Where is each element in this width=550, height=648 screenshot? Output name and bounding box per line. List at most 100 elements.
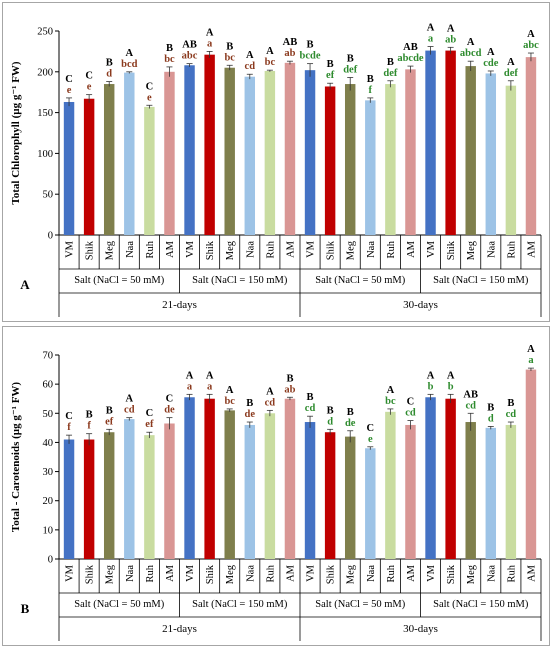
chart0-significance-lower: e [147, 92, 152, 103]
chart0-significance-lower: bc [164, 54, 175, 65]
chart1-significance-lower: cd [405, 408, 416, 419]
chart0-category-label: Ruh [265, 240, 276, 258]
chart0-significance-lower: e [67, 85, 72, 96]
chart1-significance-upper: B [487, 402, 494, 413]
chart1-significance-lower: de [164, 405, 175, 416]
chart1-panel-label: B [21, 601, 30, 616]
chart0-category-label: VM [306, 240, 317, 258]
chart1-bar [224, 410, 235, 559]
chart1-bar [385, 411, 396, 559]
chart1-significance-lower: ef [145, 419, 154, 430]
chart1-category-label: VM [306, 564, 317, 582]
chart0-significance-upper: C [146, 81, 154, 92]
chart1-category-label: AM [285, 564, 296, 582]
chart1-category-label: Naa [125, 565, 136, 582]
chart0-y-axis-label: Total Chlorophyll (µg g⁻¹ FW) [10, 61, 22, 205]
chart1-bar [124, 419, 135, 559]
chart0-category-label: AM [165, 240, 176, 258]
chart1-significance-lower: bc [224, 396, 235, 407]
chart1-significance-upper: C [166, 394, 174, 405]
chart0-bar [445, 50, 456, 235]
chart0-bar [264, 70, 276, 235]
chart1-significance-upper: A [427, 370, 435, 381]
chart0-significance-upper: B [327, 59, 334, 70]
chart0-bar [184, 65, 195, 235]
chart0-significance-upper: AB [403, 42, 418, 53]
chart0-category-label: Ruh [506, 240, 517, 258]
chart1-significance-lower: ab [284, 384, 295, 395]
chart0-category-label: AM [406, 240, 417, 258]
chlorophyll-chart: 0 50 100 150 200 250 Total Chlorophyll (µg g⁻¹… [10, 23, 542, 317]
chart1-significance-upper: B [86, 410, 93, 421]
chart0-significance-upper: A [206, 27, 214, 38]
chart1-significance-lower: a [187, 381, 193, 392]
chart1-significance-lower: de [345, 418, 356, 429]
chart0-category-label: Naa [245, 241, 256, 258]
chart0-significance-lower: def [383, 68, 398, 79]
chart1-bar [405, 424, 416, 559]
chart0-bar [83, 98, 95, 235]
chart0-bar [505, 85, 517, 235]
chart1-category-label: Ruh [145, 564, 156, 582]
chart1-day-group-label: 21-days [162, 623, 197, 635]
chart0-bar [385, 84, 396, 235]
chart0-bar [485, 73, 497, 235]
chart0-significance-lower: bc [265, 57, 276, 68]
chart1-significance-lower: cd [465, 400, 476, 411]
chart1-significance-upper: B [347, 407, 354, 418]
chart1-bar [425, 397, 436, 559]
chart1-category-label: Meg [346, 564, 357, 584]
chart0-significance-lower: bcde [300, 51, 321, 62]
chart0-bar [124, 72, 135, 235]
chart1-category-label: AM [526, 564, 537, 582]
chart0-bar [324, 86, 336, 235]
carotenoids-chart: 0 10 20 30 40 50 60 70 Total - Carotenoids (µg g… [10, 344, 542, 641]
chart0-category-label: Shik [85, 240, 96, 260]
chart1-significance-upper: B [246, 398, 253, 409]
chart1-category-label: VM [65, 564, 76, 582]
chart1-y-tick-label: 30 [43, 467, 54, 478]
chart1-significance-upper: B [286, 373, 293, 384]
chart1-category-label: AM [406, 564, 417, 582]
chart0-category-label: Meg [346, 240, 357, 260]
chart0-category-label: Ruh [386, 240, 397, 258]
chart0-category-label: Shik [446, 240, 457, 260]
chart1-bar [465, 422, 476, 559]
chart1-significance-upper: A [206, 370, 214, 381]
chart0-bar [405, 69, 416, 236]
chart0-significance-lower: ab [445, 34, 456, 45]
chart1-bar [344, 436, 356, 559]
chart1-significance-upper: A [447, 370, 455, 381]
chart0-significance-upper: A [427, 23, 435, 34]
chart-panel-a: 0 50 100 150 200 250 Total Chlorophyll (µg g⁻¹… [2, 2, 550, 322]
chart1-significance-upper: A [266, 386, 274, 397]
chart0-significance-lower: d [106, 69, 112, 80]
chart0-category-label: VM [65, 240, 76, 258]
chart1-significance-upper: A [186, 370, 194, 381]
chart0-significance-lower: abc [523, 40, 539, 51]
chart0-significance-upper: AB [182, 40, 197, 51]
chart1-bar [525, 369, 537, 559]
chart0-panel-label: A [20, 277, 30, 292]
chart1-bar [304, 422, 316, 559]
chart1-salt-group-label: Salt (NaCl = 150 mM) [192, 599, 288, 610]
chart1-significance-upper: A [387, 385, 395, 396]
chart0-significance-lower: cd [245, 61, 256, 72]
chart1-bar [264, 413, 276, 559]
chart0-salt-group-label: Salt (NaCl = 150 mM) [433, 275, 529, 286]
chart1-category-label: Naa [245, 565, 256, 582]
chart1-category-label: Shik [85, 564, 96, 584]
chart0-significance-lower: ab [284, 48, 295, 59]
chart1-bar [204, 398, 215, 559]
chart1-bar [365, 448, 376, 559]
chart1-salt-group-label: Salt (NaCl = 150 mM) [433, 599, 529, 610]
chart0-significance-lower: cde [483, 58, 499, 69]
chart0-y-tick-label: 150 [37, 108, 53, 119]
chart0-significance-lower: a [428, 34, 434, 45]
chart0-significance-upper: AB [283, 37, 298, 48]
chart0-significance-lower: bc [224, 52, 235, 63]
chart0-significance-lower: e [87, 82, 92, 93]
chart1-category-label: Meg [105, 564, 116, 584]
chart1-category-label: VM [426, 564, 437, 582]
chart0-category-label: AM [526, 240, 537, 258]
